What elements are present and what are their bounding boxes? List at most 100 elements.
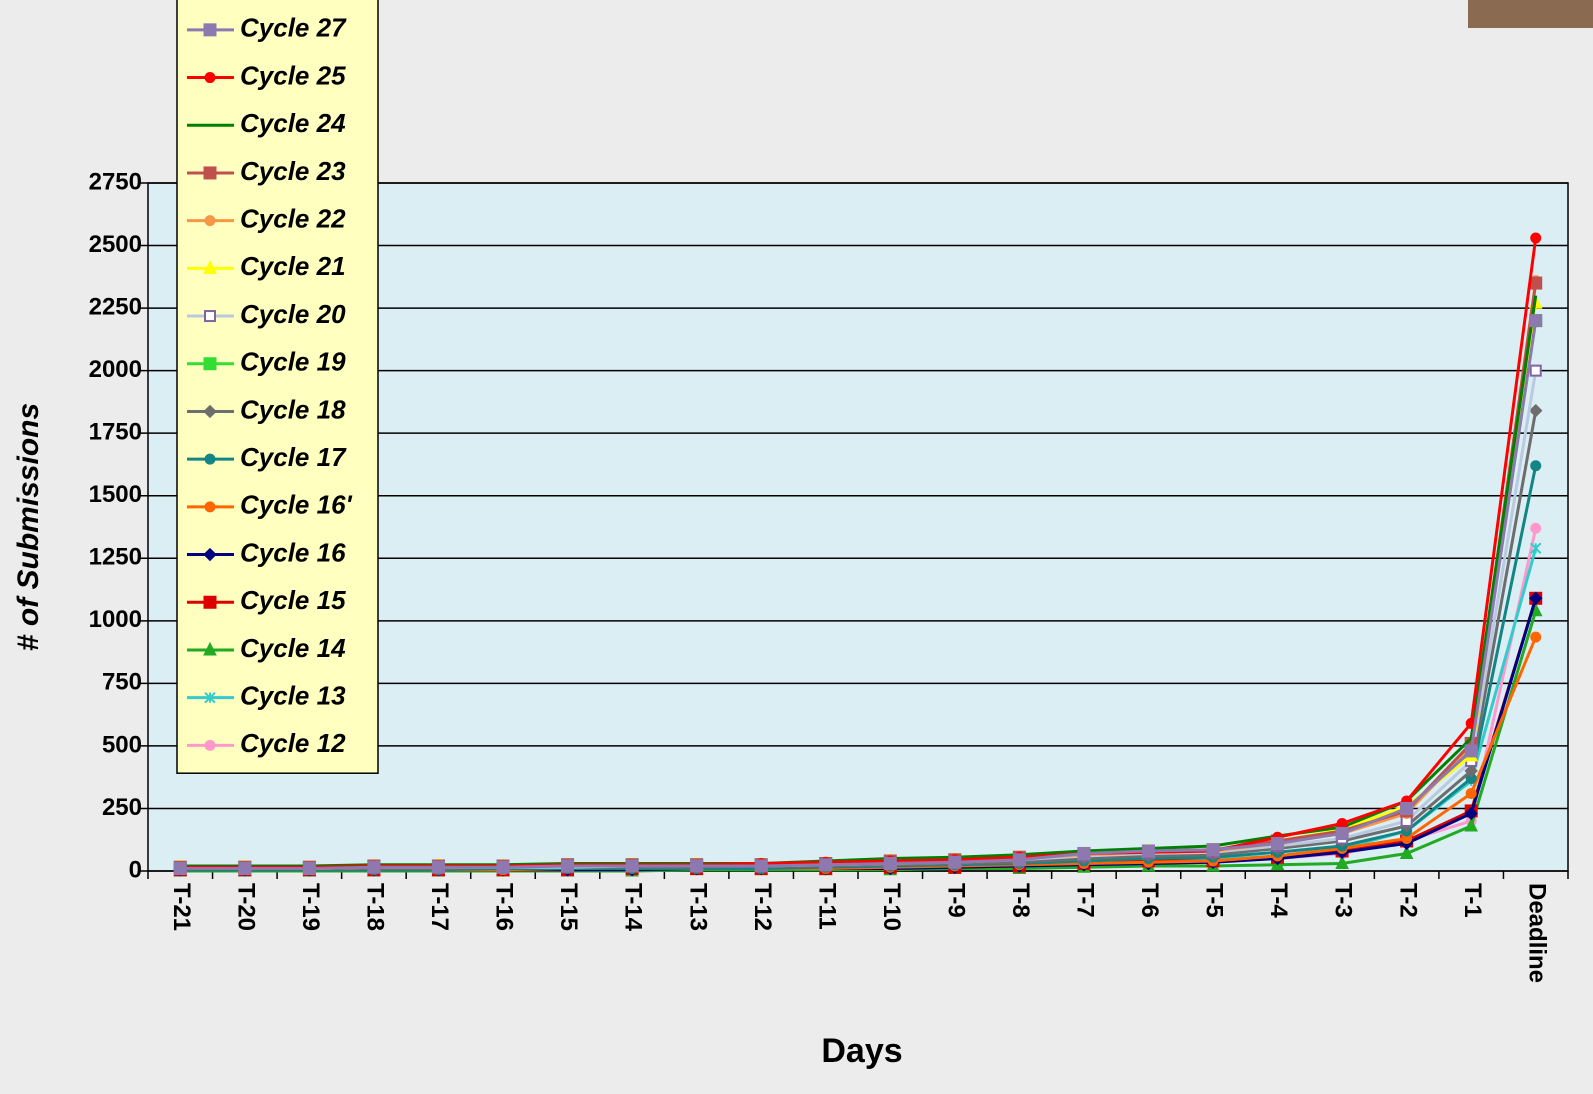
y-tick-label: 2000 bbox=[89, 356, 142, 383]
marker bbox=[1141, 844, 1155, 858]
x-tick-label: T-4 bbox=[1265, 883, 1292, 918]
legend-marker bbox=[203, 641, 217, 656]
marker bbox=[1336, 817, 1348, 829]
legend-label: Cycle 20 bbox=[240, 299, 346, 329]
legend-marker bbox=[203, 547, 217, 562]
x-tick-label: T-16 bbox=[491, 883, 518, 931]
y-tick-label: 500 bbox=[102, 731, 142, 758]
x-tick-label: T-2 bbox=[1394, 883, 1421, 918]
x-tick-label: T-14 bbox=[620, 883, 647, 932]
legend-label: Cycle 16 bbox=[240, 537, 346, 567]
legend-label: Cycle 23 bbox=[240, 156, 346, 186]
marker bbox=[883, 856, 897, 870]
x-tick-label: T-6 bbox=[1136, 883, 1163, 918]
x-tick-label: T-19 bbox=[297, 883, 324, 931]
marker bbox=[625, 859, 639, 873]
y-tick-label: 0 bbox=[129, 856, 142, 883]
marker bbox=[819, 858, 833, 872]
x-tick-label: T-7 bbox=[1072, 883, 1099, 918]
y-tick-label: 1750 bbox=[89, 419, 142, 446]
y-tick-label: 250 bbox=[102, 794, 142, 821]
marker bbox=[1206, 843, 1220, 857]
marker bbox=[1335, 855, 1349, 869]
legend-label: Cycle 15 bbox=[240, 585, 346, 615]
marker bbox=[1529, 364, 1542, 377]
marker bbox=[1530, 460, 1542, 472]
marker bbox=[1530, 542, 1542, 554]
x-tick-label: T-11 bbox=[813, 883, 840, 930]
marker bbox=[1530, 522, 1542, 534]
legend-label: Cycle 25 bbox=[240, 60, 346, 90]
y-tick-label: 2250 bbox=[89, 293, 142, 320]
legend-label: Cycle 18 bbox=[240, 394, 346, 424]
y-tick-label: 1000 bbox=[89, 606, 142, 633]
x-tick-label: T-3 bbox=[1330, 883, 1357, 918]
legend-marker bbox=[204, 739, 216, 751]
legend-marker bbox=[203, 357, 217, 371]
y-axis-title: # of Submissions bbox=[12, 403, 45, 651]
marker bbox=[1464, 744, 1478, 758]
marker bbox=[754, 859, 768, 873]
marker bbox=[1464, 817, 1478, 832]
x-tick-label: T-20 bbox=[232, 883, 259, 931]
x-axis-title: Days bbox=[821, 1032, 902, 1070]
marker bbox=[238, 861, 252, 875]
x-tick-label: T-9 bbox=[942, 883, 969, 918]
marker bbox=[431, 860, 445, 874]
marker bbox=[1529, 591, 1543, 606]
marker bbox=[1464, 806, 1478, 821]
legend: Cycle 27 Cycle 25 Cycle 24 Cycle 23 Cycle 22… bbox=[176, 0, 379, 774]
plot-area bbox=[147, 182, 1569, 872]
y-tick-label: 1250 bbox=[89, 544, 142, 571]
marker bbox=[1530, 232, 1542, 244]
x-tick-label: T-18 bbox=[362, 883, 389, 931]
legend-marker bbox=[203, 23, 217, 37]
x-tick-label: T-1 bbox=[1459, 883, 1486, 918]
legend-marker bbox=[203, 260, 217, 274]
legend-marker bbox=[203, 166, 217, 180]
marker bbox=[561, 859, 575, 873]
marker bbox=[1012, 853, 1026, 867]
legend-label: Cycle 21 bbox=[240, 251, 346, 281]
marker bbox=[367, 860, 381, 874]
legend-label: Cycle 17 bbox=[240, 442, 347, 472]
legend-marker bbox=[204, 453, 216, 465]
legend-label: Cycle 27 bbox=[240, 13, 347, 43]
x-tick-label: Deadline bbox=[1523, 883, 1550, 983]
marker bbox=[1335, 826, 1349, 840]
legend-label: Cycle 22 bbox=[240, 204, 346, 234]
legend-marker bbox=[204, 310, 216, 323]
marker bbox=[496, 860, 510, 874]
legend-label: Cycle 24 bbox=[240, 108, 346, 138]
marker bbox=[173, 861, 187, 875]
marker bbox=[948, 855, 962, 869]
marker bbox=[1530, 631, 1542, 643]
marker bbox=[1529, 314, 1543, 328]
x-tick-label: T-15 bbox=[555, 883, 582, 931]
x-tick-label: T-13 bbox=[684, 883, 711, 931]
legend-label: Cycle 13 bbox=[240, 681, 346, 711]
x-tick-label: T-12 bbox=[749, 883, 776, 931]
y-tick-label: 2750 bbox=[89, 168, 142, 195]
series bbox=[173, 314, 1543, 875]
y-tick-label: 1500 bbox=[89, 481, 142, 508]
marker bbox=[1399, 845, 1414, 859]
legend-marker bbox=[204, 215, 216, 227]
marker bbox=[1077, 846, 1091, 860]
marker bbox=[1271, 836, 1285, 850]
x-tick-label: T-17 bbox=[426, 883, 453, 931]
legend-marker bbox=[204, 691, 216, 704]
x-tick-label: T-21 bbox=[168, 883, 195, 931]
series-line bbox=[180, 320, 1538, 870]
y-tick-label: 750 bbox=[102, 669, 142, 696]
legend-label: Cycle 19 bbox=[240, 347, 346, 377]
x-tick-label: T-5 bbox=[1201, 883, 1228, 918]
marker bbox=[1400, 801, 1414, 815]
marker bbox=[690, 859, 704, 873]
marker bbox=[302, 861, 316, 875]
x-tick-label: T-10 bbox=[878, 883, 905, 931]
corner-image bbox=[1468, 0, 1593, 28]
legend-marker bbox=[203, 595, 217, 609]
